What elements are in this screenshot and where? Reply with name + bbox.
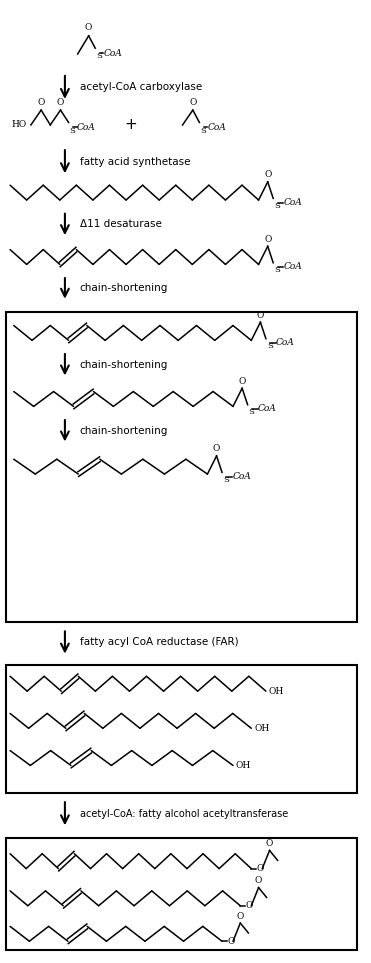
Text: S: S [249,408,255,416]
Text: chain-shortening: chain-shortening [79,283,168,294]
Text: CoA: CoA [283,262,302,272]
Text: HO: HO [11,120,27,129]
Bar [6,664,357,793]
Text: O: O [189,98,197,107]
Text: CoA: CoA [104,48,122,58]
Text: chain-shortening: chain-shortening [79,426,168,435]
Text: O: O [237,912,244,921]
Bar [6,838,357,950]
Text: CoA: CoA [232,472,251,482]
Text: O: O [266,839,273,848]
Text: CoA: CoA [283,198,302,207]
Text: O: O [85,23,92,33]
Text: O: O [264,170,272,179]
Text: S: S [69,126,75,135]
Text: O: O [57,98,64,107]
Text: acetyl-CoA carboxylase: acetyl-CoA carboxylase [79,83,202,92]
Text: S: S [274,266,280,274]
Text: fatty acyl CoA reductase (FAR): fatty acyl CoA reductase (FAR) [79,638,238,647]
Text: O: O [246,901,253,910]
Text: O: O [255,876,262,885]
Text: S: S [267,342,273,350]
Text: S: S [223,476,229,483]
Text: OH: OH [254,724,269,733]
Text: CoA: CoA [208,123,227,132]
Text: fatty acid synthetase: fatty acid synthetase [79,157,190,167]
Text: acetyl-CoA: fatty alcohol acetyltransferase: acetyl-CoA: fatty alcohol acetyltransfer… [79,809,288,819]
Text: CoA: CoA [276,338,295,348]
Text: O: O [257,864,264,873]
Text: +: + [124,117,137,133]
Text: chain-shortening: chain-shortening [79,360,168,370]
Text: S: S [96,52,102,61]
Text: O: O [264,235,272,244]
Text: OH: OH [269,687,284,695]
Text: CoA: CoA [258,404,277,413]
Text: O: O [257,311,264,320]
Text: S: S [200,126,206,135]
Text: Δ11 desaturase: Δ11 desaturase [79,220,161,229]
Text: S: S [274,201,280,210]
Text: CoA: CoA [77,123,96,132]
Text: O: O [227,937,235,946]
Text: O: O [239,377,246,386]
Text: O: O [213,445,220,454]
Text: O: O [37,98,45,107]
Text: OH: OH [236,761,251,770]
Bar [6,312,357,622]
